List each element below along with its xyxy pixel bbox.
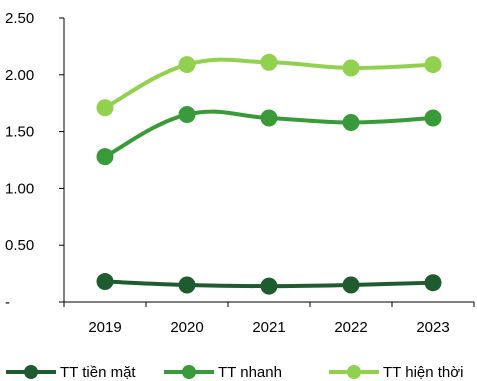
data-point (342, 114, 360, 132)
data-point (424, 56, 442, 74)
data-point (342, 59, 360, 77)
data-point (178, 106, 196, 124)
data-point (260, 53, 278, 71)
x-axis: 2019 2020 2021 2022 2023 (63, 301, 475, 336)
data-point (342, 276, 360, 294)
legend-label: TT hiện thời (383, 364, 463, 381)
data-point (178, 276, 196, 294)
data-point (96, 148, 114, 166)
data-point (178, 56, 196, 74)
series-points (96, 53, 442, 295)
data-point (424, 109, 442, 127)
y-tick-label: 2.50 (5, 10, 34, 27)
data-point (260, 277, 278, 295)
x-tick-label: 2021 (252, 319, 285, 336)
data-point (260, 109, 278, 127)
y-axis: - 0.50 1.00 1.50 2.00 2.50 (5, 10, 65, 311)
legend-marker (24, 365, 38, 379)
data-point (96, 273, 114, 291)
legend-marker (347, 365, 361, 379)
y-tick-label: - (5, 294, 10, 311)
y-tick-label: 2.00 (5, 67, 34, 84)
x-tick-label: 2022 (334, 319, 367, 336)
series-lines (103, 57, 435, 289)
x-tick-label: 2023 (416, 319, 449, 336)
legend-label: TT nhanh (218, 364, 282, 381)
data-point (96, 99, 114, 117)
x-tick-label: 2020 (170, 319, 203, 336)
legend-label: TT tiền mặt (60, 364, 136, 381)
y-tick-label: 1.50 (5, 124, 34, 141)
legend: TT tiền mặt TT nhanh TT hiện thời (6, 364, 463, 381)
data-point (424, 274, 442, 292)
y-tick-label: 0.50 (5, 237, 34, 254)
legend-marker (182, 365, 196, 379)
x-tick-label: 2019 (88, 319, 121, 336)
y-tick-label: 1.00 (5, 180, 34, 197)
